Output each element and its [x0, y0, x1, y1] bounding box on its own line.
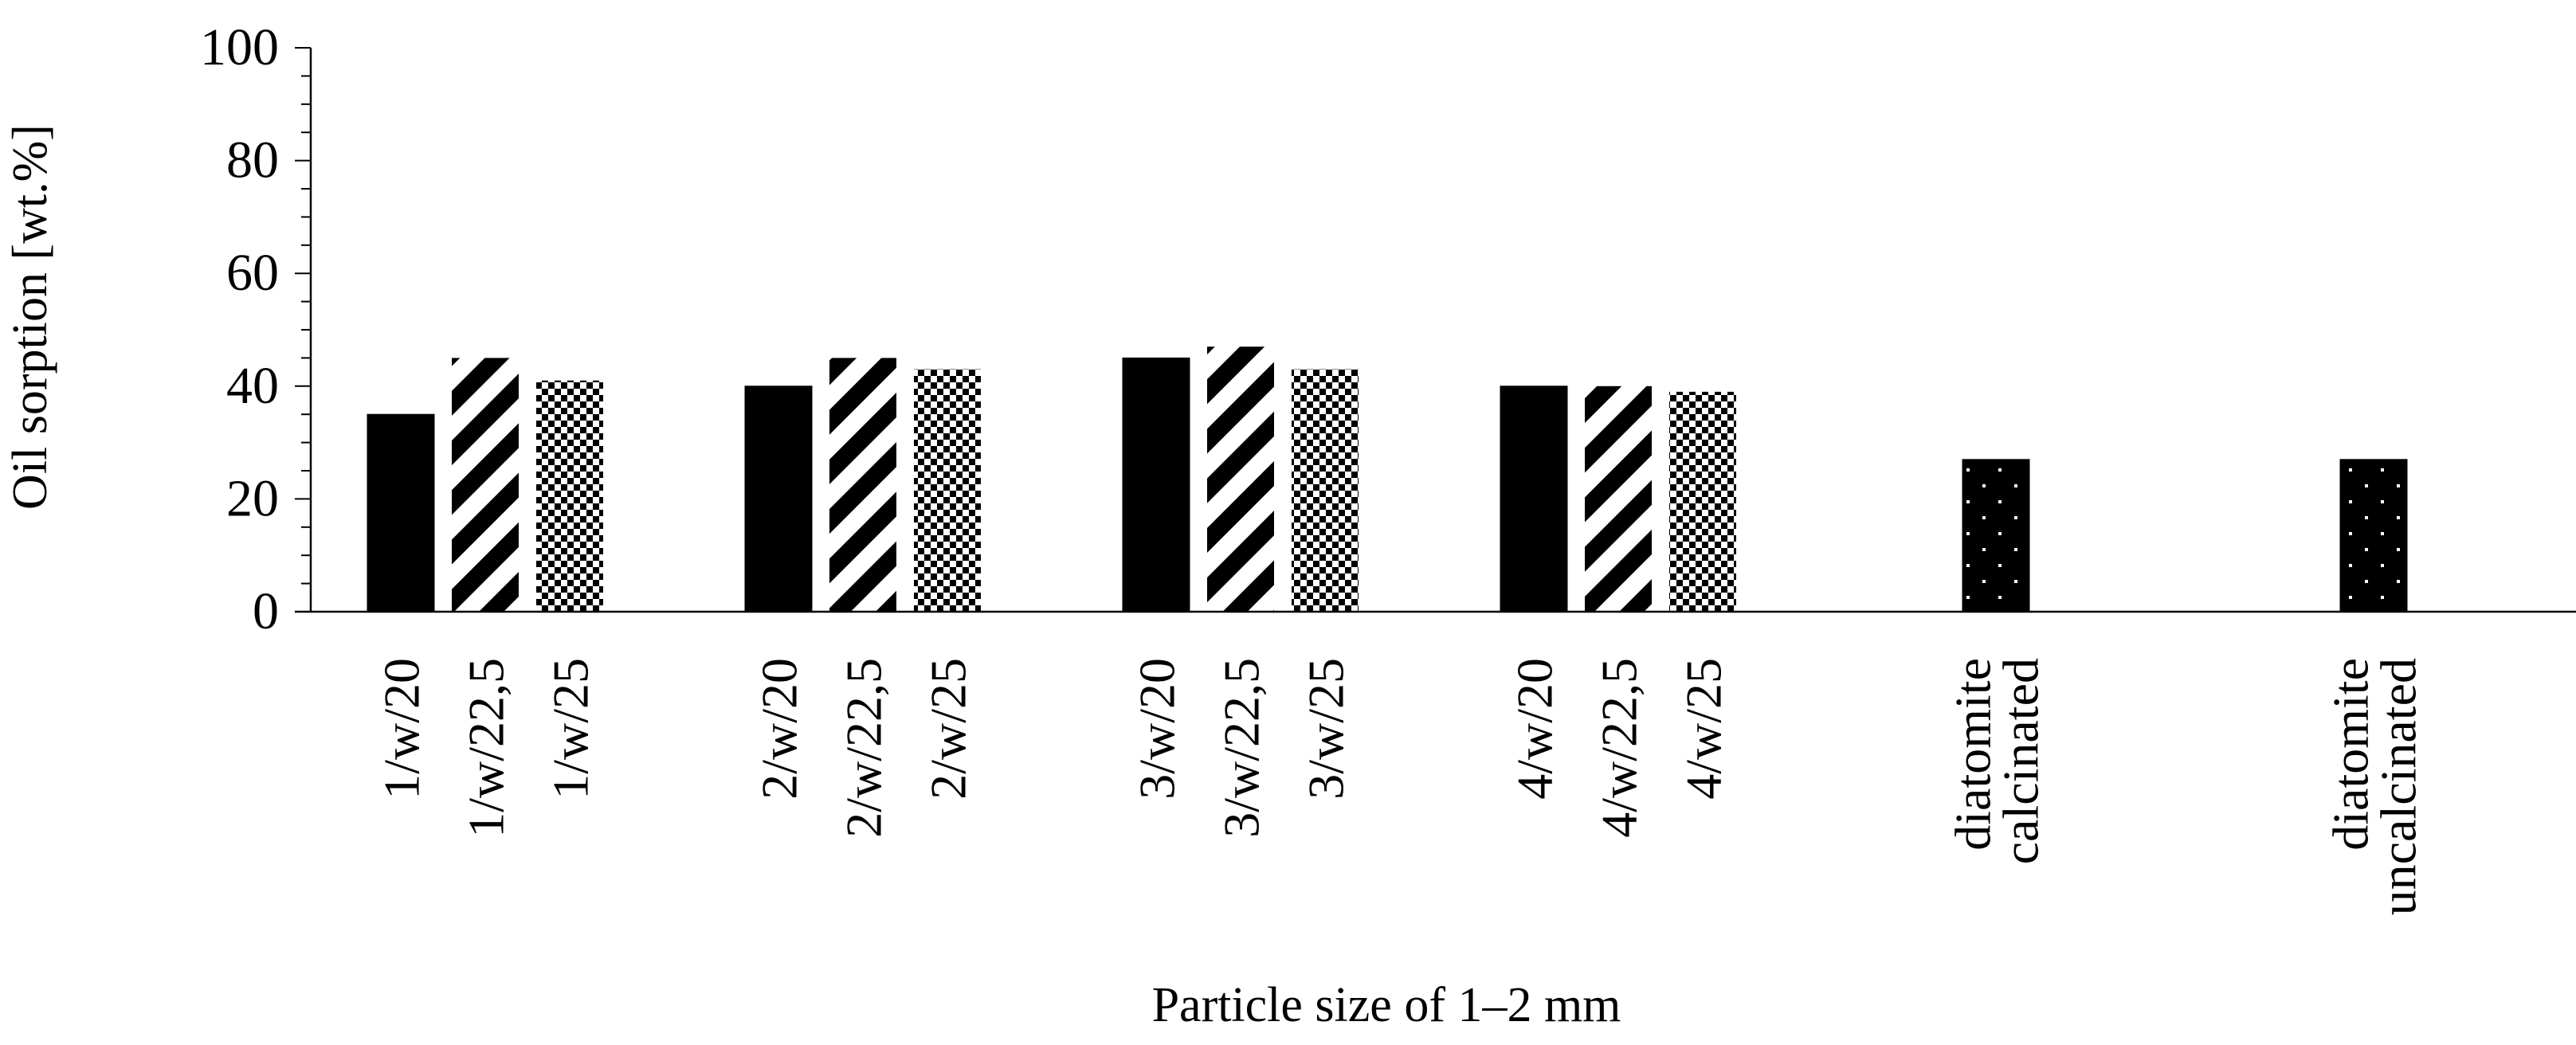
bar-1-w-22-5: [452, 358, 519, 612]
x-tick-label: calcinated: [1992, 658, 2049, 864]
x-tick-label: 3/w/20: [1128, 658, 1185, 800]
bar-2-w-20: [744, 386, 813, 613]
y-axis-ticks: 0 20 40 60 80 100: [200, 18, 311, 640]
x-tick-label: 3/w/22,5: [1213, 658, 1269, 838]
bar-3-w-20: [1122, 357, 1190, 613]
x-tick-label: uncalcinated: [2370, 658, 2426, 915]
bar-diatomite-uncalcinated: [2339, 459, 2408, 613]
x-tick-label: 1/w/20: [373, 658, 429, 800]
bar-4-w-22-5: [1585, 386, 1652, 612]
bar-3-w-25: [1292, 369, 1359, 612]
bar-2-w-25: [914, 369, 981, 612]
x-tick-label: diatomite: [1944, 658, 2001, 851]
y-tick-label: 100: [200, 18, 279, 76]
x-tick-label: 2/w/22,5: [835, 658, 892, 838]
bar-2-w-22-5: [829, 358, 896, 612]
y-axis-title: Oil sorption [wt.%]: [3, 124, 57, 510]
bar-3-w-22-5: [1207, 346, 1274, 612]
x-tick-label: 4/w/22,5: [1590, 658, 1647, 838]
y-tick-label: 20: [226, 469, 279, 527]
bar-4-w-20: [1500, 386, 1568, 613]
x-axis-title: Particle size of 1–2 mm: [1152, 978, 1621, 1032]
bar-4-w-25: [1669, 391, 1736, 612]
x-tick-label: 1/w/25: [542, 658, 598, 800]
x-tick-label: 3/w/25: [1297, 658, 1354, 800]
y-tick-label: 80: [226, 131, 279, 190]
y-tick-label: 60: [226, 244, 279, 302]
y-tick-label: 0: [253, 582, 279, 640]
x-tick-label: 2/w/20: [751, 658, 807, 800]
bar-1-w-20: [367, 413, 435, 613]
x-tick-label: 2/w/25: [919, 658, 976, 800]
x-tick-label: 1/w/22,5: [457, 658, 514, 838]
bar-1-w-25: [536, 380, 603, 612]
x-tick-label: diatomite: [2322, 658, 2378, 851]
x-tick-label: 4/w/20: [1506, 658, 1562, 800]
x-tick-label: 4/w/25: [1675, 658, 1731, 800]
bar-diatomite-calcinated: [1962, 459, 2030, 613]
bars: [367, 346, 2408, 613]
x-tick-labels: 1/w/20 1/w/22,5 1/w/25 2/w/20 2/w/22,5 2/w/25…: [373, 658, 2426, 915]
y-tick-label: 40: [226, 357, 279, 415]
axes: [295, 48, 2576, 613]
